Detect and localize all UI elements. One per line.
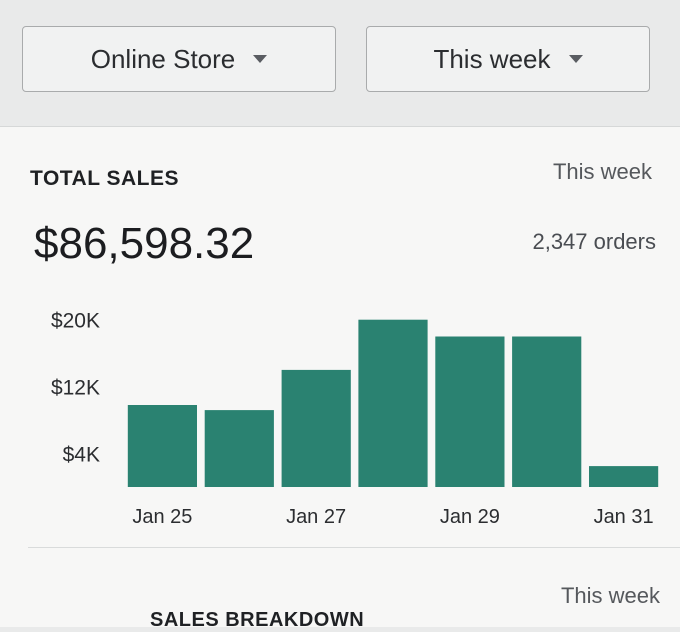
card-range: This week	[552, 159, 652, 184]
y-tick-label: $12K	[51, 377, 100, 400]
sales-breakdown-range: This week	[560, 583, 660, 608]
chevron-down-icon	[253, 55, 268, 63]
total-sales-card: TOTAL SALES This week $86,598.32 2,347 o…	[0, 126, 680, 631]
bar-jan-25[interactable]	[127, 405, 197, 487]
date-range-dropdown[interactable]: This week	[366, 26, 650, 92]
bar-jan-27[interactable]	[281, 369, 351, 487]
x-tick-label: Jan 31	[594, 506, 654, 527]
divider	[28, 547, 680, 548]
bar-jan-26[interactable]	[204, 410, 274, 487]
orders-count: 2,347 orders	[532, 229, 656, 254]
total-sales-value: $86,598.32	[34, 219, 255, 268]
x-tick-label: Jan 27	[286, 506, 346, 527]
card-title: TOTAL SALES	[30, 167, 180, 190]
x-tick-label: Jan 29	[440, 506, 500, 527]
bar-jan-31[interactable]	[589, 466, 659, 487]
y-tick-label: $4K	[63, 444, 100, 467]
bar-jan-29[interactable]	[435, 336, 505, 488]
x-tick-label: Jan 25	[132, 506, 192, 527]
date-range-dropdown-label: This week	[433, 43, 551, 74]
bar-jan-28[interactable]	[358, 319, 428, 487]
filter-bar: Online Store This week	[22, 26, 650, 94]
bar-jan-30[interactable]	[512, 336, 582, 488]
store-dropdown-label: Online Store	[90, 43, 236, 74]
store-dropdown[interactable]: Online Store	[22, 26, 336, 92]
sales-chart: $20K $12K $4K Jan 25 Jan 27 Jan 29 Jan 31	[51, 310, 659, 527]
sales-breakdown-title: SALES BREAKDOWN	[150, 609, 365, 631]
y-tick-label: $20K	[51, 310, 100, 333]
chevron-down-icon	[568, 55, 583, 63]
